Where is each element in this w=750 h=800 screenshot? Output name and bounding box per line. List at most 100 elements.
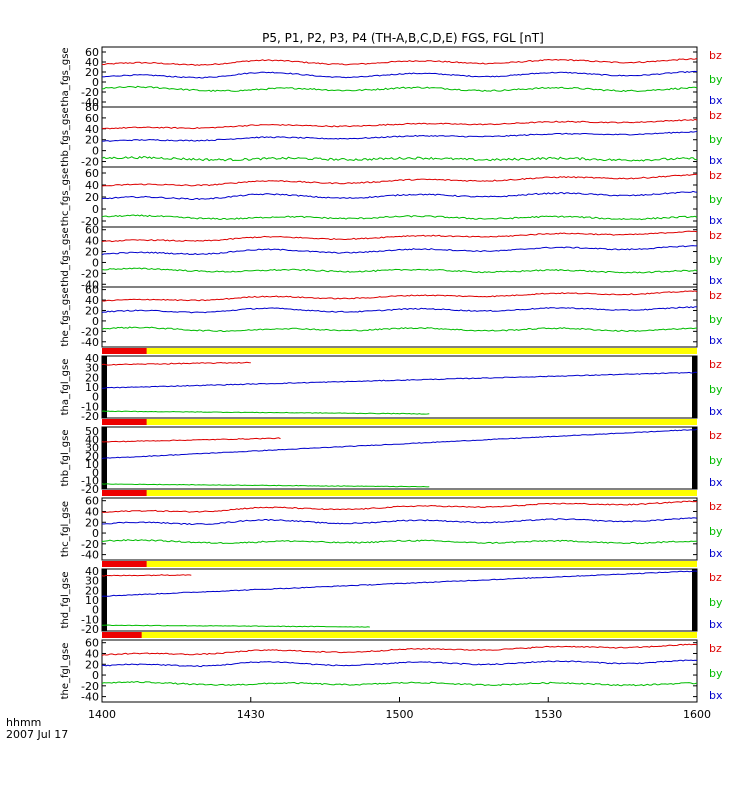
series-line-bz (101, 230, 698, 243)
series-line-by (101, 155, 698, 162)
y-tick-label: 30 (85, 442, 99, 455)
y-tick-label: 60 (85, 224, 99, 237)
panel-ylabel: tha_fgl_gse (60, 359, 71, 416)
y-tick-label: -40 (81, 336, 99, 349)
legend-bx: bx (709, 405, 723, 418)
y-tick-label: 0 (92, 604, 99, 617)
y-tick-label: -10 (81, 613, 99, 626)
x-tick-label: 1400 (88, 708, 116, 721)
panel-ylabel: the_fgl_gse (60, 643, 71, 700)
y-tick-label: 50 (85, 425, 99, 438)
legend-by: by (709, 383, 723, 396)
y-tick-label: 60 (85, 284, 99, 297)
series-line-bz (101, 57, 698, 66)
panel-ylabel: thd_fgl_gse (60, 572, 71, 629)
y-tick-label: 60 (85, 495, 99, 508)
panel-frame (101, 497, 698, 561)
x-tick-label: 1600 (683, 708, 711, 721)
y-tick-label: 20 (85, 246, 99, 259)
legend-by: by (709, 193, 723, 206)
legend-by: by (709, 525, 723, 538)
series-line-by (101, 680, 698, 687)
status-bar-red (102, 419, 147, 425)
series-line-bx (101, 371, 698, 389)
y-tick-label: 0 (92, 203, 99, 216)
y-tick-label: -20 (81, 410, 99, 423)
series-line-bx (101, 570, 698, 597)
y-tick-label: 20 (85, 304, 99, 317)
panel-ylabel: thc_fgs_gse (60, 168, 71, 227)
plot-title: P5, P1, P2, P3, P4 (TH-A,B,C,D,E) FGS, F… (262, 31, 544, 45)
series-line-by (101, 539, 698, 545)
y-tick-label: 20 (85, 371, 99, 384)
y-tick-label: -20 (81, 325, 99, 338)
series-line-bx (101, 190, 698, 200)
panel-ylabel: tha_fgs_gse (60, 47, 71, 106)
legend-bx: bx (709, 334, 723, 347)
status-bar-red (102, 348, 147, 354)
legend-bz: bz (709, 429, 722, 442)
y-tick-label: 0 (92, 669, 99, 682)
y-tick-label: 30 (85, 362, 99, 375)
x-tick-label: 1500 (386, 708, 414, 721)
y-tick-label: 0 (92, 315, 99, 328)
series-line-bz (101, 437, 281, 443)
status-bar-red (102, 490, 147, 496)
series-line-bx (101, 245, 698, 256)
legend-bx: bx (709, 154, 723, 167)
y-tick-label: 20 (85, 66, 99, 79)
y-tick-label: 60 (85, 46, 99, 59)
series-line-bz (101, 173, 698, 187)
series-line-bx (102, 130, 698, 142)
series-line-bx (101, 70, 698, 79)
y-tick-label: 0 (92, 466, 99, 479)
status-bar-red (102, 561, 147, 567)
legend-bz: bz (709, 229, 722, 242)
series-line-by (101, 483, 430, 488)
panel-ylabel: thb_fgs_gse (60, 107, 71, 166)
y-tick-label: 40 (85, 123, 99, 136)
legend-bx: bx (709, 214, 723, 227)
y-tick-label: 0 (92, 145, 99, 158)
y-tick-label: -10 (81, 400, 99, 413)
legend-bz: bz (709, 358, 722, 371)
x-axis-label-unit: hhmm (6, 716, 41, 729)
panel-ylabel: thd_fgs_gse (60, 227, 71, 286)
panel-ylabel: thc_fgl_gse (60, 501, 71, 557)
x-axis: 1400 1430 1500 1530 1600 (88, 697, 711, 721)
y-tick-label: 0 (92, 76, 99, 89)
y-tick-label: -20 (81, 156, 99, 169)
y-tick-label: 60 (85, 167, 99, 180)
status-bar-yellow (102, 561, 697, 567)
y-tick-label: 20 (85, 516, 99, 529)
legend-by: by (709, 253, 723, 266)
x-tick-label: 1530 (534, 708, 562, 721)
series-line-by (102, 85, 698, 93)
y-tick-label: 0 (92, 391, 99, 404)
panel-ylabel: the_fgs_gse (60, 287, 71, 346)
series-line-by (101, 410, 430, 415)
panel-ylabel: thb_fgl_gse (60, 430, 71, 487)
series-line-bx (101, 306, 698, 314)
legend-bz: bz (709, 49, 722, 62)
series-line-by (101, 214, 698, 221)
y-tick-label: 20 (85, 134, 99, 147)
y-tick-label: 40 (85, 179, 99, 192)
y-tick-label: -10 (81, 475, 99, 488)
legend-by: by (709, 73, 723, 86)
y-tick-label: 40 (85, 352, 99, 365)
y-tick-label: 10 (85, 458, 99, 471)
series-line-by (101, 326, 698, 333)
y-tick-label: 60 (85, 112, 99, 125)
legend-bx: bx (709, 476, 723, 489)
y-tick-label: -20 (81, 267, 99, 280)
